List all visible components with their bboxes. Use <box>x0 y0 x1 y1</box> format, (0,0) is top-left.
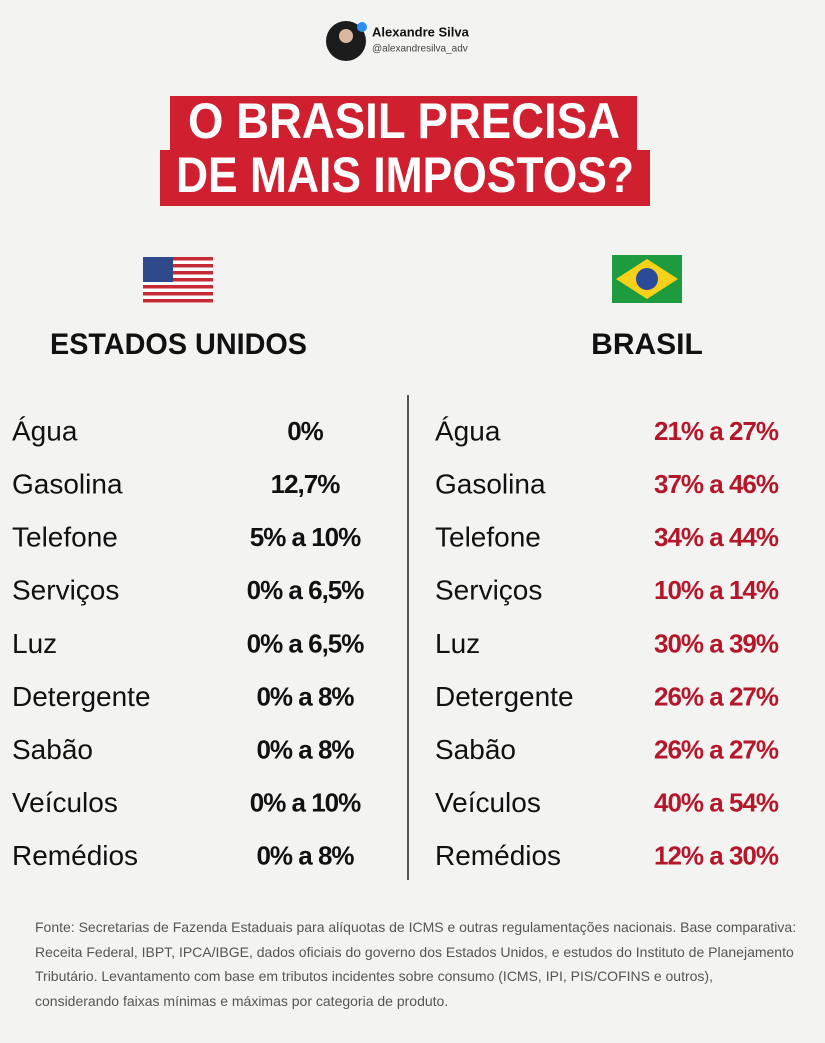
item-label: Luz <box>12 628 57 659</box>
item-label: Serviços <box>12 575 119 606</box>
tax-rate: 10% a 14% <box>654 575 779 605</box>
item-label: Telefone <box>435 522 541 553</box>
item-label: Veículos <box>435 787 541 818</box>
item-label: Água <box>12 415 78 446</box>
title-box <box>170 96 637 152</box>
item-label: Serviços <box>435 575 542 606</box>
tax-rate: 34% a 44% <box>654 522 779 552</box>
title-box <box>160 150 650 206</box>
tax-rate: 0% a 8% <box>256 841 354 871</box>
item-label: Sabão <box>435 734 516 765</box>
item-label: Remédios <box>435 840 561 871</box>
author-handle: @alexandresilva_adv <box>372 44 468 55</box>
item-label: Gasolina <box>435 468 546 499</box>
item-label: Luz <box>435 628 480 659</box>
avatar-face <box>339 29 353 43</box>
tax-rate: 12% a 30% <box>654 841 779 871</box>
item-label: Detergente <box>435 681 574 712</box>
tax-rate: 5% a 10% <box>250 522 361 552</box>
tax-rate: 40% a 54% <box>654 788 779 818</box>
item-label: Detergente <box>12 681 151 712</box>
item-label: Veículos <box>12 787 118 818</box>
tax-rate: 0% a 8% <box>256 734 354 764</box>
title-line: DE MAIS IMPOSTOS? <box>176 147 634 203</box>
tax-rate: 26% a 27% <box>654 681 779 711</box>
verified-badge <box>357 22 367 32</box>
brazil-flag <box>612 255 682 303</box>
tax-rate: 26% a 27% <box>654 734 779 764</box>
column-heading: ESTADOS UNIDOS <box>50 328 307 361</box>
column-heading: BRASIL <box>591 328 703 361</box>
item-label: Sabão <box>12 734 93 765</box>
tax-rate: 0% <box>287 416 323 446</box>
tax-rate: 30% a 39% <box>654 628 779 658</box>
item-label: Telefone <box>12 522 118 553</box>
item-label: Gasolina <box>12 468 123 499</box>
author-name: Alexandre Silva <box>372 24 470 39</box>
item-label: Remédios <box>12 840 138 871</box>
title-line: O BRASIL PRECISA <box>188 93 620 149</box>
tax-rate: 0% a 6,5% <box>247 628 365 658</box>
tax-rate: 12,7% <box>271 469 341 499</box>
item-label: Água <box>435 415 501 446</box>
tax-rate: 0% a 8% <box>256 681 354 711</box>
tax-rate: 0% a 10% <box>250 788 361 818</box>
us-flag <box>143 257 213 303</box>
tax-rate: 21% a 27% <box>654 416 779 446</box>
tax-rate: 0% a 6,5% <box>247 575 365 605</box>
source-note: Fonte: Secretarias de Fazenda Estaduais … <box>35 919 797 1009</box>
tax-rate: 37% a 46% <box>654 469 779 499</box>
